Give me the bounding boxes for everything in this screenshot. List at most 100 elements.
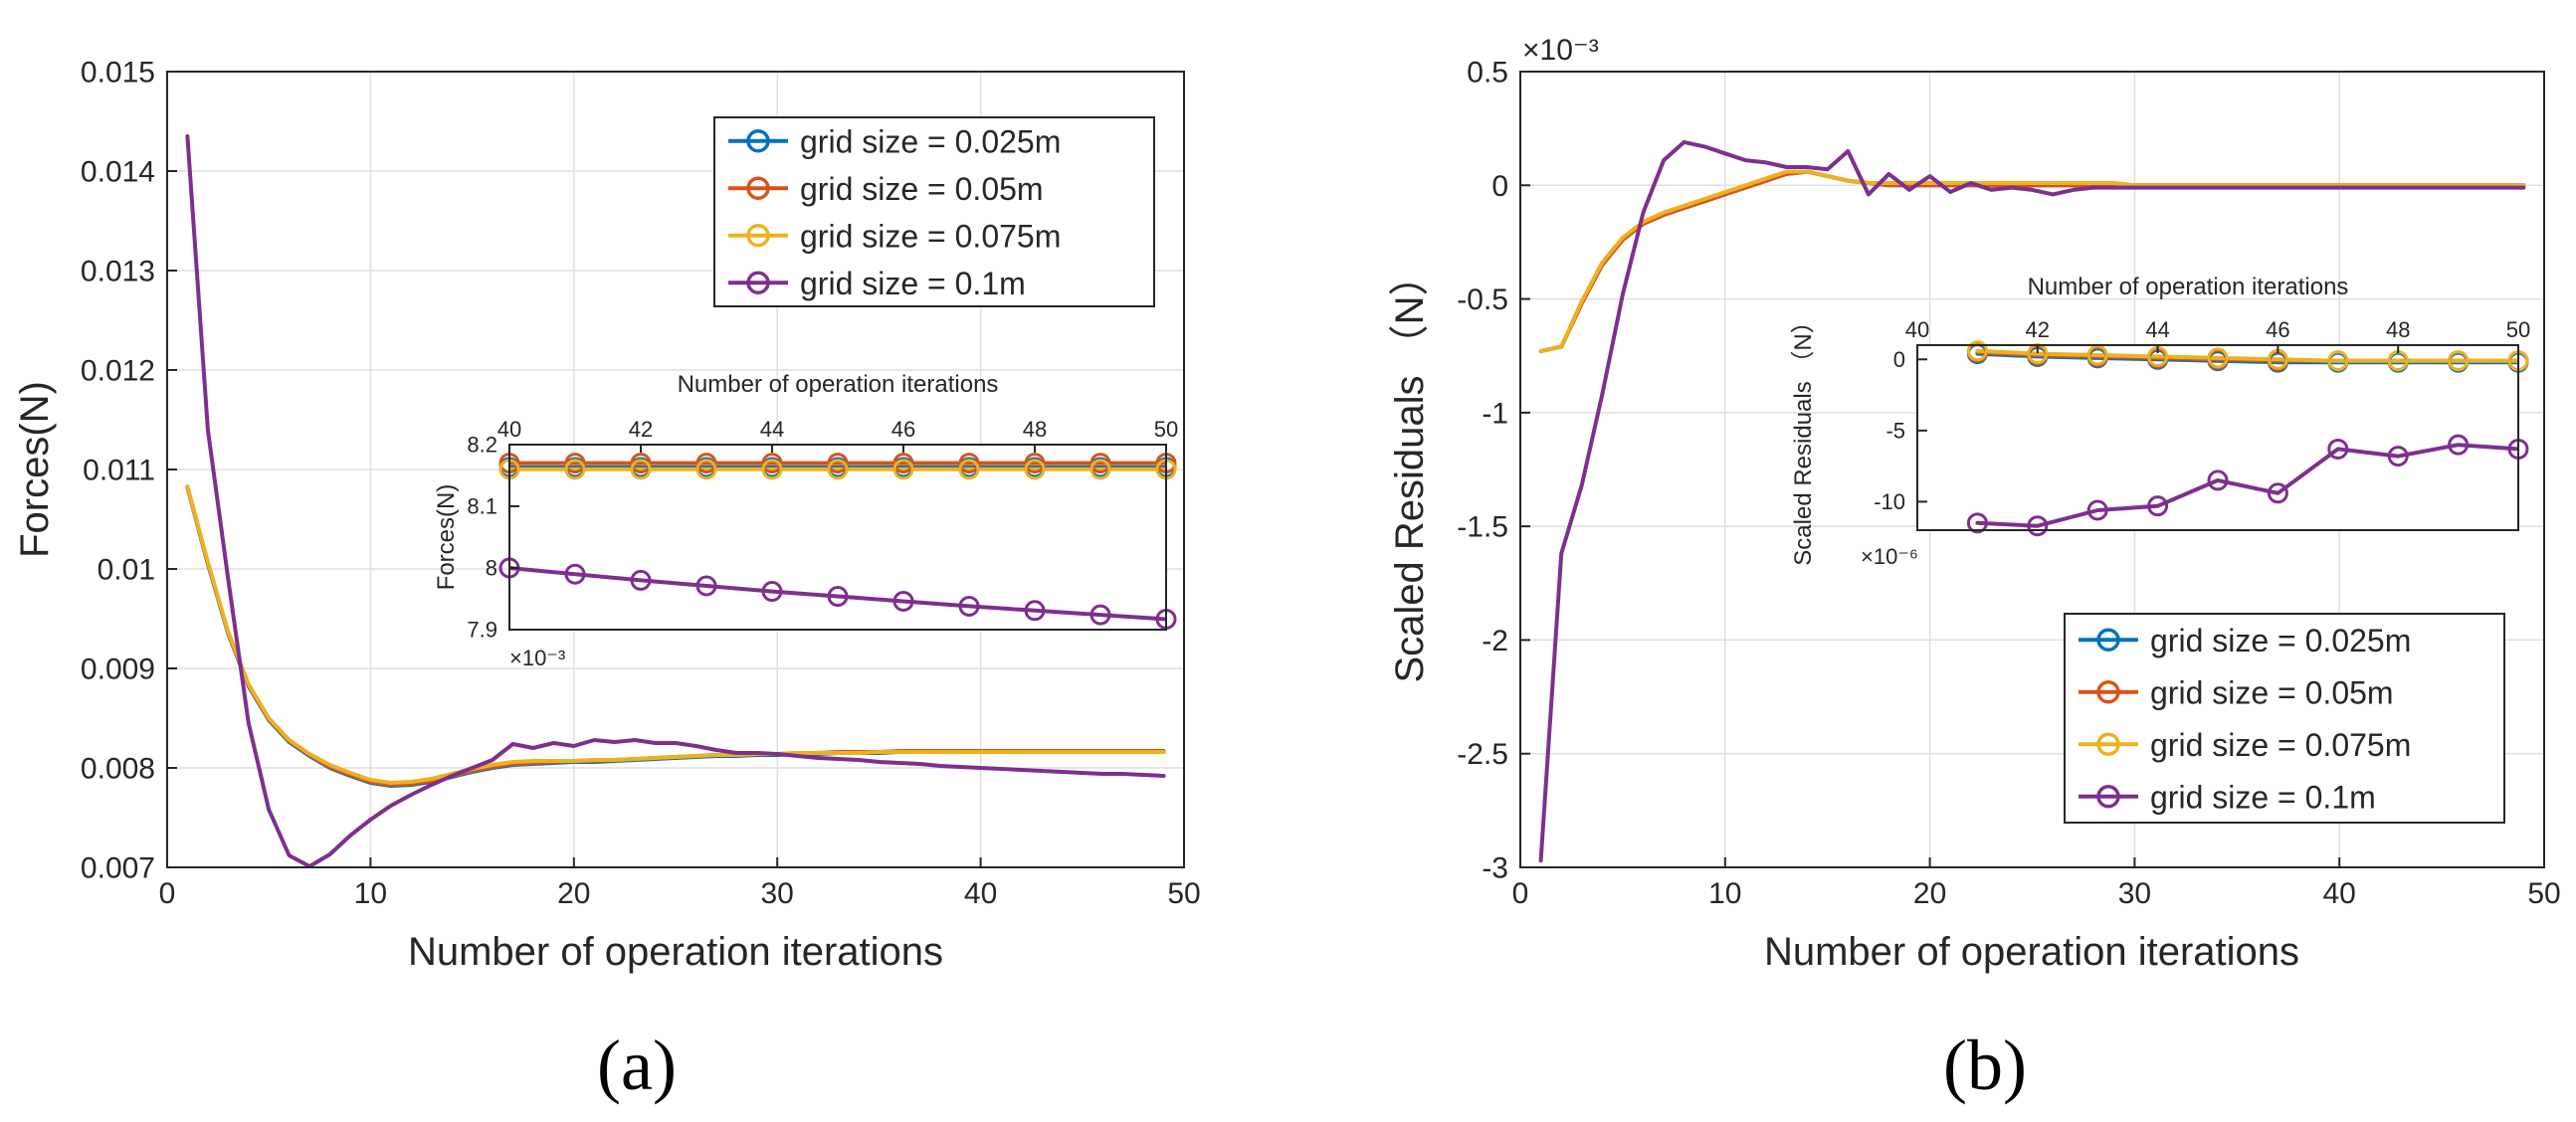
data-point-series-4 (1090, 604, 1111, 626)
x-tick-label: 30 (761, 877, 794, 910)
data-point-series-4 (2267, 482, 2288, 504)
x-tick-label: 42 (2026, 317, 2050, 342)
legend-label-1: grid size = 0.025m (800, 123, 1061, 159)
legend-box (713, 116, 1155, 307)
axes-box (1916, 344, 2519, 531)
data-point-series-2 (564, 453, 586, 474)
x-tick-label: 50 (1154, 417, 1178, 442)
legend-marker-3 (2096, 732, 2120, 756)
y-multiplier-label: ×10⁻⁶ (1861, 544, 1918, 569)
data-point-series-3 (564, 459, 586, 480)
data-point-series-4 (2086, 499, 2108, 521)
legend-b-main: grid size = 0.025m grid size = 0.05m grid … (2064, 613, 2505, 824)
y-tick-label: 0.009 (81, 654, 155, 686)
data-point-series-2 (1024, 453, 1046, 474)
axes-box (508, 444, 1167, 631)
data-point-series-3 (2327, 350, 2349, 372)
data-point-series-4 (761, 581, 783, 603)
data-point-series-4 (2327, 438, 2349, 460)
x-tick-label: 48 (1023, 417, 1047, 442)
series-group (1538, 139, 2526, 863)
series-line-3 (185, 484, 1166, 785)
x-tick-label: 40 (2323, 877, 2356, 910)
y-tick-label: 0.01 (98, 554, 155, 587)
legend-marker-4 (2096, 785, 2120, 809)
x-tick-label: 46 (2266, 317, 2289, 342)
y-tick-label: 7.9 (467, 618, 497, 643)
legend-label-1: grid size = 0.025m (2150, 623, 2411, 658)
legend-marker-1 (746, 129, 770, 153)
data-point-series-2 (827, 453, 849, 474)
data-point-series-3 (1090, 459, 1111, 480)
data-point-series-2 (958, 453, 980, 474)
legend-marker-2 (2096, 680, 2120, 704)
series-group (185, 134, 1166, 868)
data-point-series-2 (892, 453, 914, 474)
x-axis-label: Number of operation iterations (1764, 930, 2299, 974)
data-point-series-4 (2147, 495, 2169, 517)
data-point-series-4 (1024, 600, 1046, 622)
y-tick-label: 0.014 (81, 156, 155, 189)
data-point-series-4 (564, 563, 586, 585)
y-tick-label: -1 (1482, 397, 1508, 430)
x-tick-label: 40 (1905, 317, 1929, 342)
data-point-series-2 (1090, 453, 1111, 474)
legend-label-3: grid size = 0.075m (2150, 727, 2411, 763)
y-tick-label: -2 (1482, 625, 1508, 657)
x-tick-label: 50 (2527, 877, 2560, 910)
data-point-series-3 (630, 459, 652, 480)
x-tick-label: 40 (497, 417, 521, 442)
y-axis-label: Scaled Residuals （N） (1790, 309, 1817, 565)
y-tick-label: -5 (1885, 419, 1905, 444)
series-line-4 (185, 134, 1166, 868)
y-tick-label: -10 (1874, 489, 1905, 514)
y-tick-label: 0.5 (1467, 57, 1508, 90)
series-line-4 (1975, 443, 2518, 528)
series-line-3 (1538, 169, 2526, 354)
data-point-series-3 (958, 459, 980, 480)
legend-label-3: grid size = 0.075m (800, 218, 1061, 254)
data-point-series-3 (827, 459, 849, 480)
x-tick-label: 42 (629, 417, 653, 442)
legend-marker-3 (746, 224, 770, 248)
series-line-4 (1538, 139, 2526, 863)
y-tick-label: -0.5 (1457, 283, 1508, 316)
axes-box (1519, 71, 2545, 868)
legend-marker-1 (2096, 628, 2120, 652)
data-point-series-3 (695, 459, 717, 480)
y-tick-label: 8.1 (467, 494, 497, 519)
data-point-series-4 (827, 586, 849, 608)
data-point-series-4 (892, 590, 914, 612)
data-point-series-3 (2448, 350, 2470, 372)
x-tick-label: 44 (760, 417, 784, 442)
y-tick-label: 0 (1491, 170, 1508, 203)
x-tick-label: 10 (354, 877, 387, 910)
y-tick-label: -1.5 (1457, 511, 1508, 544)
y-tick-label: 8 (486, 556, 497, 581)
data-point-series-4 (958, 595, 980, 617)
x-tick-label: 44 (2145, 317, 2169, 342)
data-point-series-4 (695, 575, 717, 597)
x-tick-label: 10 (1708, 877, 1741, 910)
data-point-series-4 (2207, 469, 2229, 491)
y-axis-label: Scaled Residuals （N） (1388, 256, 1432, 682)
data-point-series-3 (2207, 347, 2229, 369)
panel-label-b: (b) (1943, 1026, 2027, 1105)
data-point-series-3 (1024, 459, 1046, 480)
x-tick-label: 46 (892, 417, 915, 442)
x-tick-label: 20 (557, 877, 590, 910)
x-axis-label: Number of operation iterations (408, 930, 943, 974)
data-point-series-4 (2027, 515, 2049, 537)
y-tick-label: 0.007 (81, 852, 155, 885)
legend-a-main: grid size = 0.025m grid size = 0.05m grid … (713, 116, 1155, 307)
data-point-series-3 (761, 459, 783, 480)
y-tick-label: 0.008 (81, 753, 155, 786)
y-tick-label: 0 (1893, 347, 1905, 372)
legend-label-4: grid size = 0.1m (2150, 779, 2376, 815)
x-tick-label: 0 (1512, 877, 1529, 910)
data-point-series-4 (1966, 512, 1988, 534)
y-tick-label: -3 (1482, 852, 1508, 885)
y-tick-label: 0.013 (81, 256, 155, 288)
y-multiplier-label: ×10⁻³ (509, 646, 565, 670)
